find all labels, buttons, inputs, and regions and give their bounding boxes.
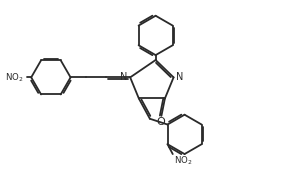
Text: NO$_2$: NO$_2$	[5, 71, 23, 84]
Text: NO$_2$: NO$_2$	[174, 155, 192, 167]
Text: N: N	[176, 72, 184, 82]
Text: O: O	[156, 117, 165, 127]
Text: N: N	[120, 72, 127, 82]
